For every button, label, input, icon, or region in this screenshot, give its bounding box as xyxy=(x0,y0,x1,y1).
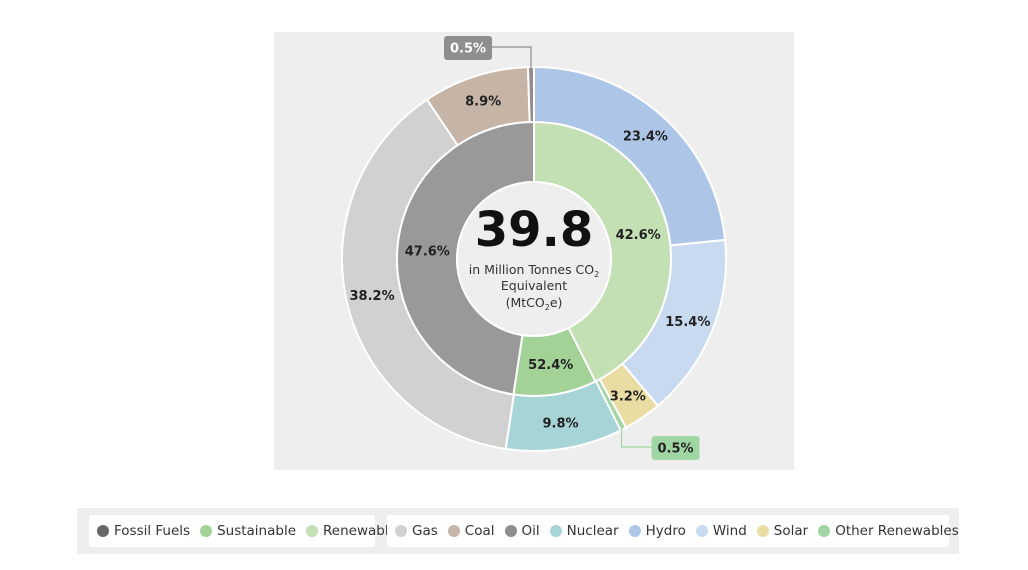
center-disc xyxy=(456,181,612,337)
callout-label-oil: 0.5% xyxy=(450,42,486,57)
chart-panel: 23.4% 15.4% 3.2% 9.8% 38.2% 8.9% 42.6% 52.4% 47… xyxy=(274,32,794,470)
legend-dot-icon xyxy=(447,525,460,537)
center-unit-line1: in Million Tonnes CO2 xyxy=(469,262,599,279)
callout-box-other-renewables xyxy=(651,436,700,460)
legend-dot-icon xyxy=(628,525,641,537)
center-value: 39.8 xyxy=(475,202,593,258)
outer-labels: 23.4% 15.4% 3.2% 9.8% 38.2% 8.9% xyxy=(350,94,711,431)
outer-label-gas: 38.2% xyxy=(350,289,395,304)
legend-item-wind: Wind xyxy=(695,523,747,539)
outer-ring xyxy=(341,65,727,452)
legend-item-nuclear: Nuclear xyxy=(549,523,619,539)
legend-dot-icon xyxy=(695,525,708,537)
inner-label-sustainable: 52.4% xyxy=(528,358,573,373)
legend-label: Fossil Fuels xyxy=(114,523,191,539)
legend-dot-icon xyxy=(756,525,769,537)
legend-item-oil: Oil xyxy=(504,523,540,539)
inner-labels: 42.6% 52.4% 47.6% xyxy=(405,228,661,373)
legend-label: Hydro xyxy=(645,523,686,539)
legend-item-coal: Coal xyxy=(447,523,495,539)
legend: Fossil Fuels Sustainable Renewable Gas Coal… xyxy=(77,508,959,554)
legend-label: Sustainable xyxy=(217,523,297,539)
legend-dot-icon xyxy=(818,525,831,537)
legend-label: Wind xyxy=(712,523,747,539)
legend-item-gas: Gas xyxy=(395,523,438,539)
legend-label: Solar xyxy=(773,523,809,539)
legend-label: Nuclear xyxy=(566,523,619,539)
inner-label-fossil-fuels: 47.6% xyxy=(405,244,450,259)
legend-dot-icon xyxy=(549,525,562,537)
outer-label-solar: 3.2% xyxy=(610,389,646,404)
legend-label: Other Renewables xyxy=(835,523,959,539)
legend-group-sources: Gas Coal Oil Nuclear Hydro Wind Solar Other Ren… xyxy=(387,515,959,547)
legend-label: Oil xyxy=(521,523,540,539)
callout-label-other-renewables: 0.5% xyxy=(657,442,693,457)
legend-label: Renewable xyxy=(323,523,397,539)
legend-group-categories: Fossil Fuels Sustainable Renewable xyxy=(89,515,397,547)
callout-box-oil xyxy=(444,36,493,60)
callout-line-oil xyxy=(490,46,532,72)
outer-label-wind: 15.4% xyxy=(665,315,710,330)
legend-dot-icon xyxy=(504,525,517,537)
legend-item-renewable: Renewable xyxy=(306,523,397,539)
legend-item-hydro: Hydro xyxy=(628,523,686,539)
outer-label-coal: 8.9% xyxy=(465,94,501,109)
legend-dot-icon xyxy=(97,525,109,537)
legend-dot-icon xyxy=(306,525,319,537)
donut-chart: 23.4% 15.4% 3.2% 9.8% 38.2% 8.9% 42.6% 52.4% 47… xyxy=(341,36,727,460)
callouts: 0.5% 0.5% xyxy=(444,36,700,460)
legend-item-solar: Solar xyxy=(756,523,809,539)
legend-dot-icon xyxy=(200,525,213,537)
outer-label-nuclear: 9.8% xyxy=(542,416,578,431)
legend-dot-icon xyxy=(395,525,407,537)
legend-label: Gas xyxy=(412,523,438,539)
inner-label-renewable: 42.6% xyxy=(616,228,661,243)
legend-label: Coal xyxy=(464,523,495,539)
callout-line-other-renewables xyxy=(620,425,652,448)
legend-item-fossil-fuels: Fossil Fuels xyxy=(97,523,190,539)
center-unit-line3: (MtCO2e) xyxy=(506,295,563,312)
center-unit-line2: Equivalent xyxy=(501,278,567,293)
legend-item-other-renewables: Other Renewables xyxy=(818,523,959,539)
legend-item-sustainable: Sustainable xyxy=(200,523,296,539)
outer-label-hydro: 23.4% xyxy=(623,129,668,144)
outer-slice-oil xyxy=(526,65,535,124)
